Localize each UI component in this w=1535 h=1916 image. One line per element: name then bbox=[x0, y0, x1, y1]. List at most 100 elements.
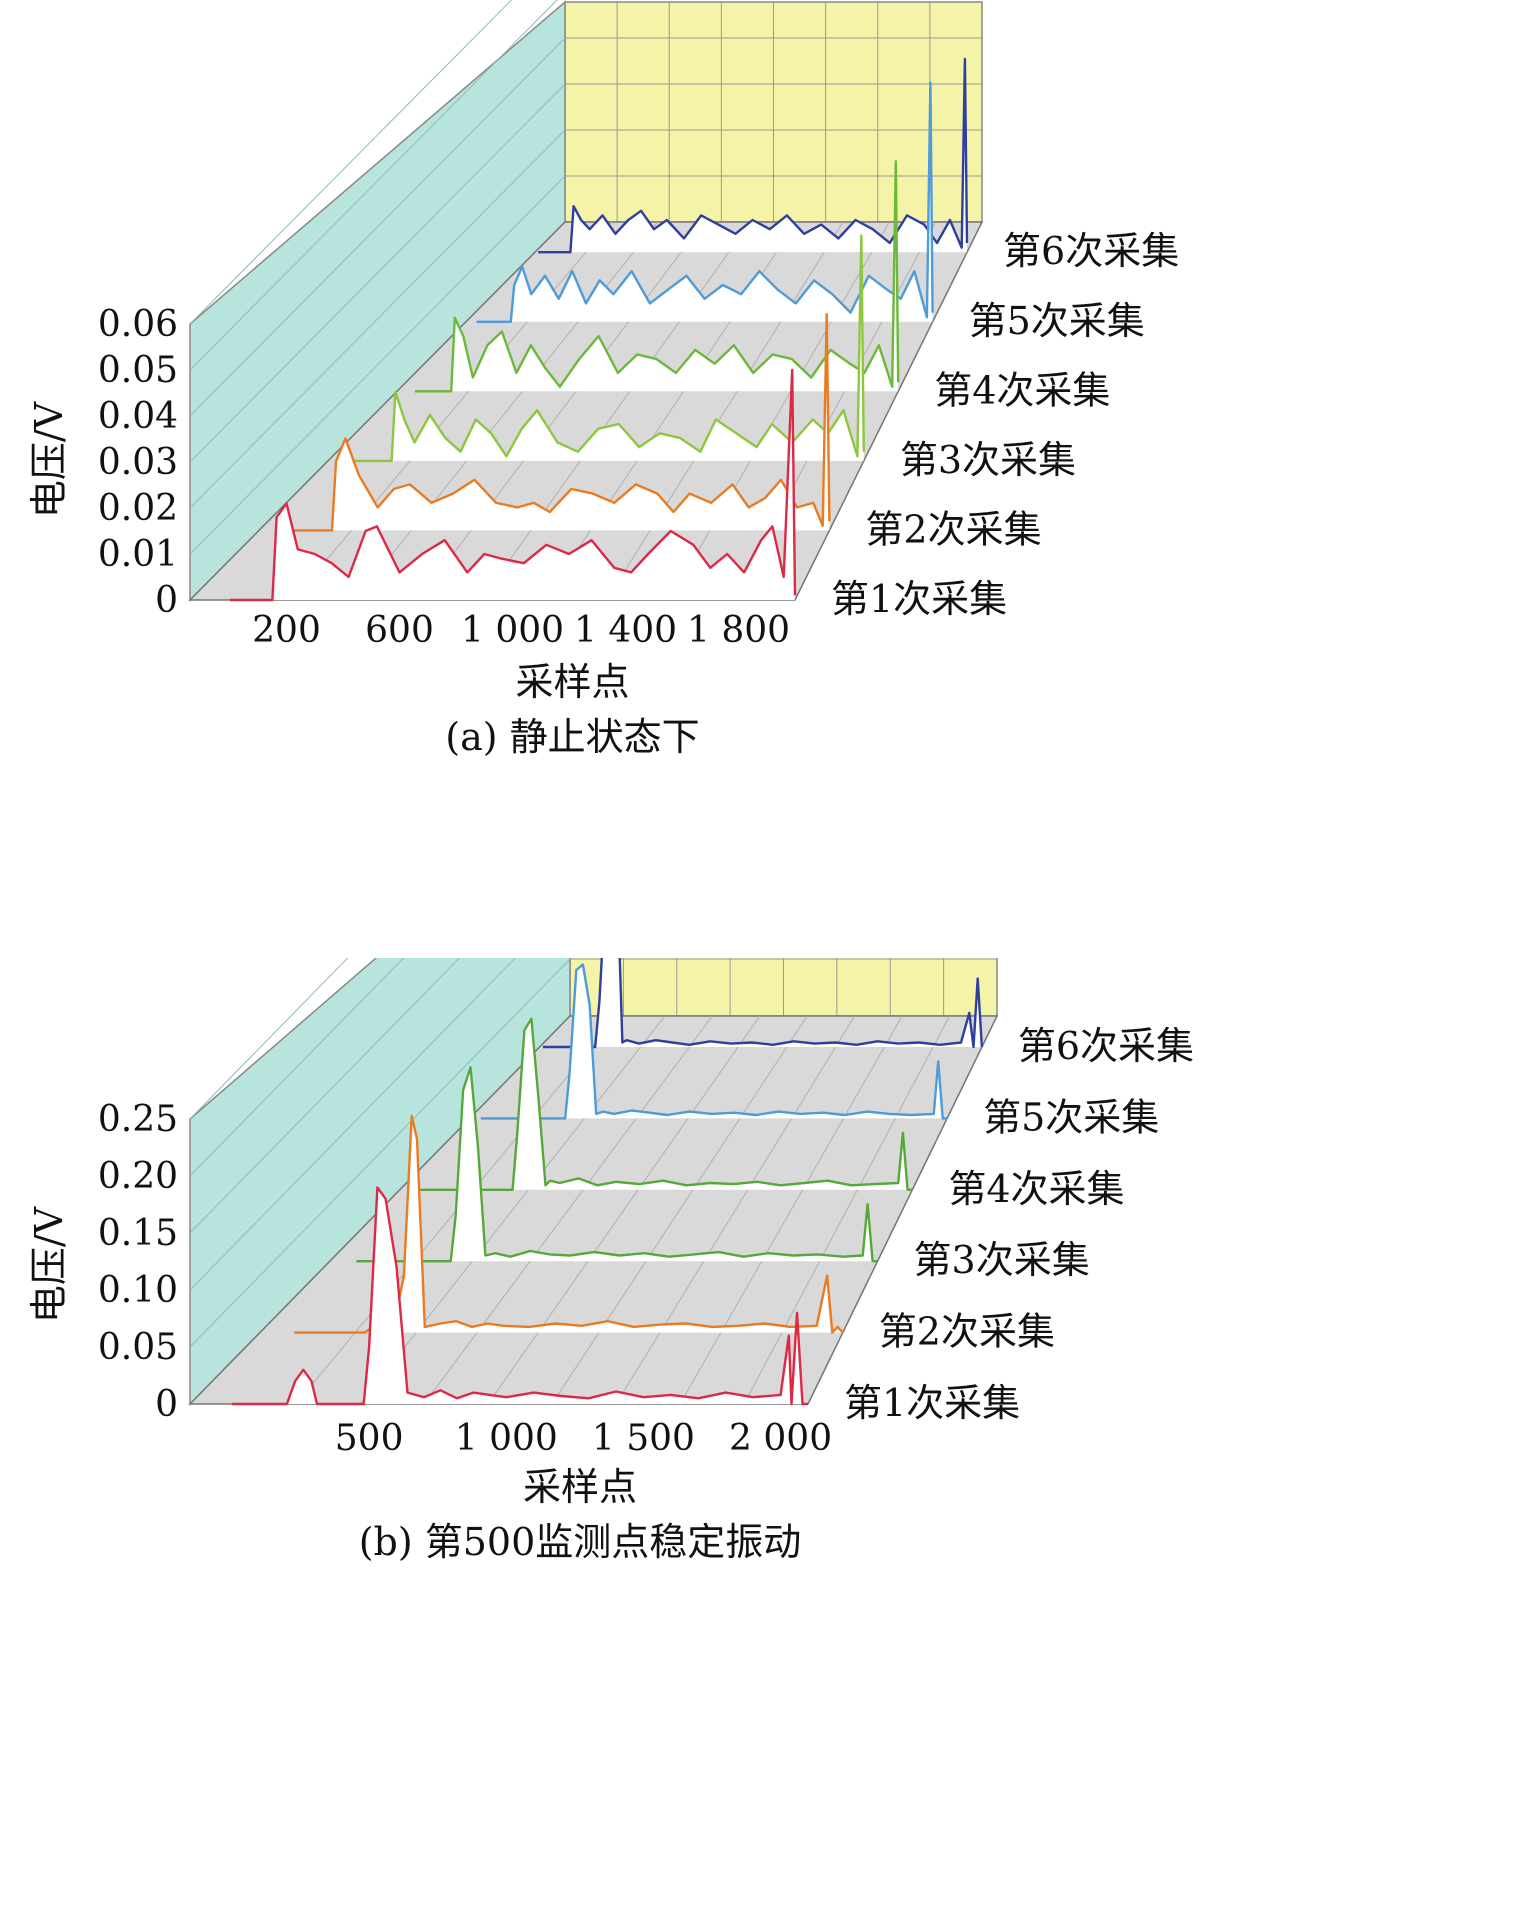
x-axis-label: 采样点 bbox=[515, 660, 629, 704]
series-line bbox=[232, 1186, 808, 1406]
series-line bbox=[414, 160, 900, 393]
series-edge bbox=[828, 484, 853, 531]
floor-gridline bbox=[743, 1015, 950, 1405]
x-tick-label: 1 000 bbox=[461, 610, 564, 651]
chart-panel-a: 第6次采集 第5次采集 第4次采集 第3次采集 第2次采集 第1次采集 0 0.01 0.02 0… bbox=[27, 0, 1179, 759]
series-fill bbox=[480, 964, 948, 1119]
x-tick-label: 600 bbox=[365, 610, 434, 651]
floor-gridline bbox=[423, 1015, 713, 1405]
y-tick-label: 0 bbox=[155, 1384, 178, 1425]
y-tick-label: 0.04 bbox=[98, 396, 178, 437]
side-wall-gridline bbox=[189, 958, 516, 1291]
series-fill bbox=[476, 82, 933, 322]
series-edge bbox=[981, 1015, 998, 1048]
x-tick-label: 1 400 bbox=[574, 610, 677, 651]
side-wall-gridline bbox=[189, 0, 558, 371]
side-wall-gridline bbox=[189, 37, 566, 417]
floor-gridline bbox=[480, 221, 751, 601]
y-tick-label: 0.01 bbox=[98, 534, 178, 575]
series-label: 第5次采集 bbox=[983, 1095, 1159, 1139]
series-line bbox=[418, 1017, 913, 1192]
x-tick-label: 200 bbox=[252, 610, 321, 651]
series-edge bbox=[863, 415, 887, 462]
floor-gridline bbox=[669, 221, 890, 601]
series-line bbox=[356, 1066, 878, 1263]
series-line bbox=[230, 368, 797, 602]
chart-group bbox=[188, 958, 999, 1406]
y-tick-label: 0.15 bbox=[98, 1213, 178, 1254]
y-tick-label: 0.05 bbox=[98, 350, 178, 391]
series-label: 第2次采集 bbox=[879, 1310, 1055, 1354]
side-wall-gridline bbox=[189, 958, 349, 1120]
series-line bbox=[294, 1114, 844, 1334]
x-tick-label: 1 800 bbox=[687, 610, 790, 651]
y-tick-label: 0.02 bbox=[98, 488, 178, 529]
series-line bbox=[476, 81, 934, 323]
series-label: 第4次采集 bbox=[934, 368, 1110, 412]
x-axis-label: 采样点 bbox=[523, 1465, 637, 1509]
x-tick-label: 500 bbox=[335, 1418, 404, 1459]
floor-gridline bbox=[606, 221, 844, 601]
floor-gridline bbox=[487, 1015, 761, 1405]
series-label: 第6次采集 bbox=[1018, 1024, 1194, 1068]
series-label: 第3次采集 bbox=[900, 438, 1076, 482]
series-line bbox=[538, 57, 969, 254]
y-tick-label: 0.10 bbox=[98, 1270, 178, 1311]
y-tick-label: 0.06 bbox=[98, 304, 178, 345]
side-wall-gridline bbox=[189, 958, 571, 1348]
series-line bbox=[291, 313, 831, 532]
side-wall-gridline bbox=[189, 129, 566, 509]
series-label: 第4次采集 bbox=[948, 1167, 1124, 1211]
floor-gridline bbox=[292, 221, 612, 601]
series-edge bbox=[946, 1071, 971, 1119]
series-fill bbox=[356, 1067, 878, 1262]
series-edge bbox=[966, 221, 983, 253]
floor-gridline bbox=[551, 1015, 808, 1405]
series-edge bbox=[911, 1143, 936, 1191]
chart-group bbox=[188, 0, 984, 602]
side-wall-gridline bbox=[189, 0, 513, 325]
y-tick-label: 0.20 bbox=[98, 1156, 178, 1197]
floor-gridline bbox=[417, 221, 705, 601]
series-line bbox=[543, 958, 984, 1049]
floor-gridline bbox=[355, 221, 659, 601]
series-fill bbox=[414, 161, 899, 392]
y-axis-label: 电压/V bbox=[27, 1206, 71, 1323]
series-label: 第1次采集 bbox=[831, 577, 1007, 621]
side-wall-gridline bbox=[189, 958, 461, 1234]
series-edge bbox=[842, 1285, 866, 1333]
side-wall-gridline bbox=[189, 83, 566, 463]
series-line bbox=[353, 234, 865, 463]
series-fill bbox=[291, 314, 830, 531]
chart-panel-b: 第6次采集第5次采集第4次采集第3次采集第2次采集第1次采集 0 0.05 0.10 0… bbox=[0, 958, 1535, 1916]
floor-gridline bbox=[359, 1015, 666, 1405]
series-label: 第5次采集 bbox=[969, 299, 1145, 343]
chart-caption: (b) 第500监测点稳定振动 bbox=[359, 1520, 802, 1564]
side-wall-gridline bbox=[189, 958, 405, 1177]
series-fill bbox=[353, 235, 864, 461]
y-tick-label: 0.05 bbox=[98, 1327, 178, 1368]
series-edge bbox=[897, 345, 922, 392]
series-edge bbox=[807, 1357, 832, 1405]
y-tick-label: 0.03 bbox=[98, 442, 178, 483]
series-fill bbox=[232, 1187, 808, 1404]
series-label: 第1次采集 bbox=[844, 1381, 1020, 1425]
x-tick-label: 1 000 bbox=[455, 1418, 558, 1459]
y-axis-label: 电压/V bbox=[27, 401, 71, 518]
series-label: 第3次采集 bbox=[914, 1238, 1090, 1282]
series-label: 第2次采集 bbox=[865, 507, 1041, 551]
chart-caption: (a) 静止状态下 bbox=[445, 715, 699, 759]
x-tick-label: 2 000 bbox=[729, 1418, 832, 1459]
series-fill bbox=[230, 370, 795, 600]
series-line bbox=[480, 963, 948, 1120]
series-label: 第6次采集 bbox=[1003, 229, 1179, 273]
series-edge bbox=[794, 554, 818, 601]
series-edge bbox=[877, 1214, 901, 1262]
x-tick-label: 1 500 bbox=[592, 1418, 695, 1459]
floor-gridline bbox=[679, 1015, 903, 1405]
series-fill bbox=[538, 59, 967, 253]
y-tick-label: 0.25 bbox=[98, 1099, 178, 1140]
series-edge bbox=[932, 276, 956, 323]
